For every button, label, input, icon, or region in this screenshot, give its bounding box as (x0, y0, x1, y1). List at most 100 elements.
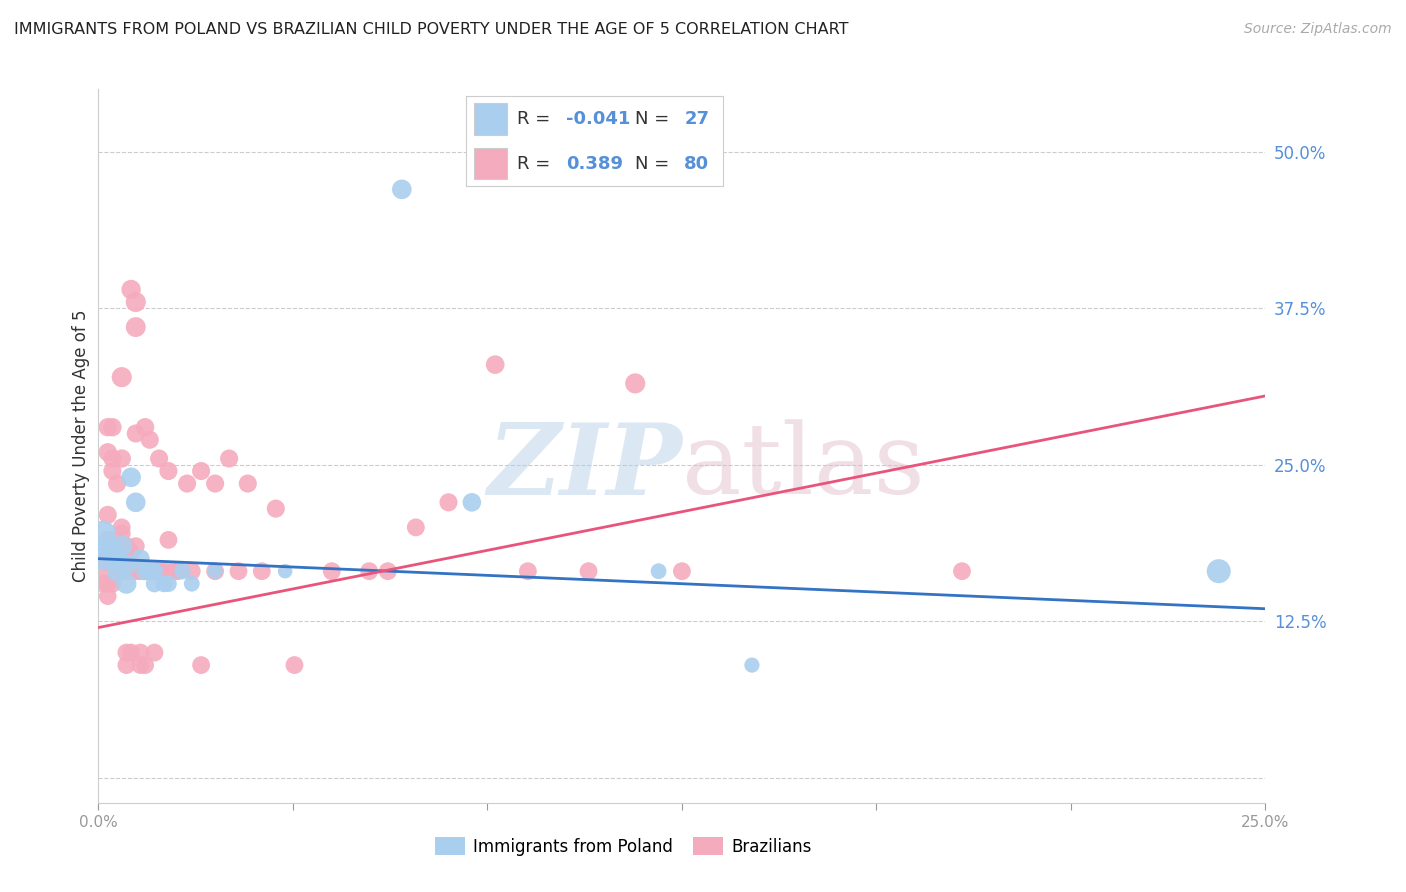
Point (97, 576, 120, 591)
Point (143, 564, 166, 578)
Point (91, 576, 114, 591)
Point (125, 495, 148, 509)
Point (105, 551, 128, 566)
Point (139, 564, 162, 578)
Point (204, 564, 226, 578)
Point (97, 420, 120, 434)
Point (115, 576, 138, 591)
Point (484, 358, 506, 372)
Point (143, 576, 166, 591)
Point (741, 658, 763, 673)
Point (101, 539, 124, 553)
Point (143, 564, 166, 578)
Point (274, 564, 297, 578)
Text: Source: ZipAtlas.com: Source: ZipAtlas.com (1244, 22, 1392, 37)
Point (264, 501, 287, 516)
Point (97, 508, 120, 522)
Point (120, 564, 142, 578)
Point (405, 520, 427, 534)
Point (134, 564, 156, 578)
Point (125, 564, 148, 578)
Point (105, 564, 128, 578)
Point (105, 564, 128, 578)
Point (172, 564, 194, 578)
Point (157, 533, 180, 547)
Point (97, 589, 120, 603)
Point (120, 283, 142, 297)
Point (101, 451, 124, 466)
Point (115, 551, 138, 566)
Point (129, 646, 152, 660)
Point (111, 451, 134, 466)
Point (91, 564, 114, 578)
Point (139, 433, 162, 447)
Point (120, 470, 142, 484)
Point (190, 464, 212, 478)
Point (228, 564, 250, 578)
Point (148, 564, 170, 578)
Point (578, 564, 600, 578)
Point (1208, 564, 1230, 578)
Point (437, 495, 460, 509)
Point (115, 558, 138, 572)
Point (152, 564, 174, 578)
Point (91, 551, 114, 566)
Point (115, 564, 138, 578)
Point (166, 564, 188, 578)
Point (624, 376, 647, 391)
Point (91, 551, 114, 566)
Point (125, 295, 148, 310)
Point (129, 551, 152, 566)
Point (134, 658, 156, 673)
Point (377, 564, 399, 578)
Point (283, 658, 305, 673)
Point (125, 539, 148, 553)
Point (321, 564, 343, 578)
Point (101, 576, 124, 591)
Point (120, 545, 142, 559)
Point (143, 646, 166, 660)
Point (190, 658, 212, 673)
Point (115, 539, 138, 553)
Point (647, 564, 669, 578)
Legend: Immigrants from Poland, Brazilians: Immigrants from Poland, Brazilians (429, 830, 818, 863)
Point (115, 646, 138, 660)
Point (97, 539, 120, 553)
Point (125, 426, 148, 441)
Point (105, 539, 128, 553)
Point (461, 495, 484, 509)
Point (359, 564, 381, 578)
Y-axis label: Child Poverty Under the Age of 5: Child Poverty Under the Age of 5 (72, 310, 90, 582)
Point (91, 526, 114, 541)
Point (176, 476, 198, 491)
Point (97, 533, 120, 547)
Point (157, 576, 180, 591)
Point (101, 551, 124, 566)
Point (105, 476, 128, 491)
Point (148, 451, 170, 466)
Point (111, 370, 134, 384)
Point (101, 545, 124, 559)
Point (105, 564, 128, 578)
Point (105, 551, 128, 566)
Point (671, 564, 693, 578)
Point (129, 658, 152, 673)
Point (111, 520, 134, 534)
Point (204, 476, 226, 491)
Point (134, 420, 156, 434)
Point (391, 182, 413, 196)
Point (152, 576, 174, 591)
Point (111, 539, 134, 553)
Point (115, 658, 138, 673)
Point (97, 445, 120, 459)
Point (236, 476, 259, 491)
Point (129, 564, 152, 578)
Point (120, 646, 142, 660)
Point (180, 576, 202, 591)
Point (134, 564, 156, 578)
Text: IMMIGRANTS FROM POLAND VS BRAZILIAN CHILD POVERTY UNDER THE AGE OF 5 CORRELATION: IMMIGRANTS FROM POLAND VS BRAZILIAN CHIL… (14, 22, 849, 37)
Point (101, 420, 124, 434)
Point (125, 320, 148, 334)
Text: ZIP: ZIP (486, 419, 682, 516)
Point (111, 526, 134, 541)
